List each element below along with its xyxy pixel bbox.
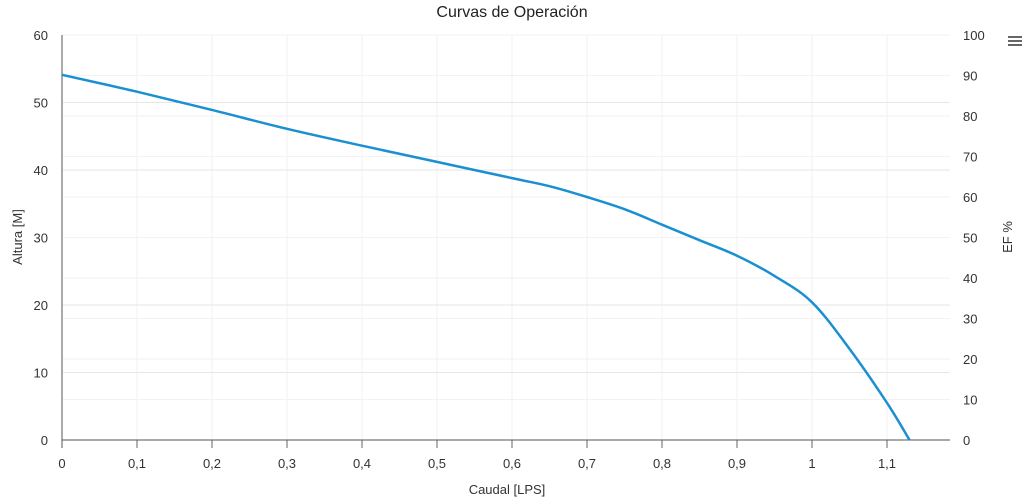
x-tick-label: 0,3 (278, 456, 296, 471)
x-tick-label: 0,7 (578, 456, 596, 471)
y-tick-label: 50 (34, 96, 48, 111)
y2-tick-label: 20 (963, 352, 977, 367)
grid-lines (62, 34, 950, 440)
y-tick-label: 40 (34, 163, 48, 178)
x-axis-title: Caudal [LPS] (469, 482, 546, 497)
y2-tick-label: 100 (963, 28, 985, 43)
x-tick-label: 0,4 (353, 456, 371, 471)
y-tick-label: 30 (34, 231, 48, 246)
y2-tick-label: 30 (963, 312, 977, 327)
x-tick-label: 1 (808, 456, 815, 471)
x-tick-label: 0,2 (203, 456, 221, 471)
chart-title: Curvas de Operación (436, 4, 588, 21)
y2-tick-label: 80 (963, 109, 977, 124)
x-tick-label: 0,1 (128, 456, 146, 471)
y-tick-label: 0 (41, 433, 48, 448)
y2-tick-label: 10 (963, 393, 977, 408)
series-line-altura (61, 73, 911, 441)
y-tick-label: 10 (34, 366, 48, 381)
hamburger-menu-icon[interactable] (1008, 36, 1022, 48)
y-axis-title: Altura [M] (10, 209, 25, 265)
y2-axis-title: EF % (1000, 221, 1015, 253)
x-tick-label: 1,1 (878, 456, 896, 471)
y-tick-label: 20 (34, 298, 48, 313)
axes: 0 0,1 0,2 0,3 0,4 0,5 0,6 0,7 0,8 0,9 1 1,1 0 10 20 30 4… (34, 28, 985, 471)
x-tick-label: 0,9 (728, 456, 746, 471)
y2-tick-label: 50 (963, 231, 977, 246)
y2-tick-label: 40 (963, 271, 977, 286)
y2-tick-label: 90 (963, 69, 977, 84)
y2-tick-label: 70 (963, 150, 977, 165)
x-tick-label: 0,8 (653, 456, 671, 471)
x-tick-label: 0 (58, 456, 65, 471)
x-tick-label: 0,5 (428, 456, 446, 471)
y2-tick-label: 0 (963, 433, 970, 448)
x-tick-label: 0,6 (503, 456, 521, 471)
y-tick-label: 60 (34, 28, 48, 43)
y2-tick-label: 60 (963, 190, 977, 205)
